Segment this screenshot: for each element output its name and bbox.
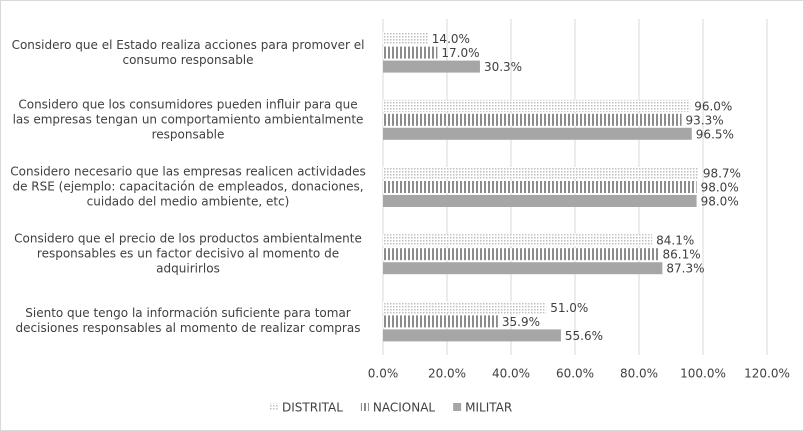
category-label: Considero que el Estado realiza acciones… <box>11 37 365 67</box>
value-label: 93.3% <box>686 113 724 127</box>
bar <box>383 167 699 179</box>
value-label: 86.1% <box>663 248 701 262</box>
value-label: 98.0% <box>701 181 739 195</box>
value-label: 35.9% <box>502 315 540 329</box>
bar <box>383 195 697 207</box>
bar <box>383 262 663 275</box>
category-label: Considero necesario que las empresas rea… <box>10 164 366 209</box>
value-label: 87.3% <box>666 262 704 276</box>
x-tick-label: 0.0% <box>368 367 399 381</box>
value-label: 96.0% <box>694 99 732 113</box>
value-label: 98.0% <box>701 195 739 209</box>
bar <box>383 301 547 314</box>
bar <box>383 248 659 261</box>
bar <box>383 127 692 140</box>
legend-swatch <box>453 403 462 411</box>
legend-label: DISTRITAL <box>282 401 343 415</box>
value-label: 55.6% <box>565 329 603 343</box>
value-label: 17.0% <box>441 46 479 60</box>
legend-label: MILITAR <box>465 401 512 415</box>
x-tick-label: 80.0% <box>620 367 658 381</box>
legend-swatch <box>270 403 278 411</box>
category-label: Considero que el precio de los productos… <box>14 231 362 276</box>
bar <box>383 99 691 112</box>
value-label: 96.5% <box>696 127 734 141</box>
category-label: Siento que tengo la información suficien… <box>15 306 361 336</box>
value-label: 98.7% <box>703 167 741 181</box>
bar <box>383 181 697 193</box>
value-label: 84.1% <box>656 234 694 248</box>
bar <box>383 46 438 59</box>
bar <box>383 329 561 342</box>
bar <box>383 60 480 73</box>
x-tick-label: 120.0% <box>744 367 790 381</box>
x-tick-label: 60.0% <box>556 367 594 381</box>
bar <box>383 32 428 45</box>
legend-label: NACIONAL <box>373 401 436 415</box>
bar <box>383 234 653 247</box>
bar <box>383 315 498 328</box>
value-label: 51.0% <box>550 301 588 315</box>
bar <box>383 113 682 126</box>
legend-swatch <box>360 403 369 411</box>
x-tick-label: 40.0% <box>492 367 530 381</box>
x-tick-label: 100.0% <box>680 367 726 381</box>
category-label: Considero que los consumidores pueden in… <box>12 97 364 142</box>
value-label: 14.0% <box>432 32 470 46</box>
x-tick-label: 20.0% <box>428 367 466 381</box>
value-label: 30.3% <box>484 60 522 74</box>
